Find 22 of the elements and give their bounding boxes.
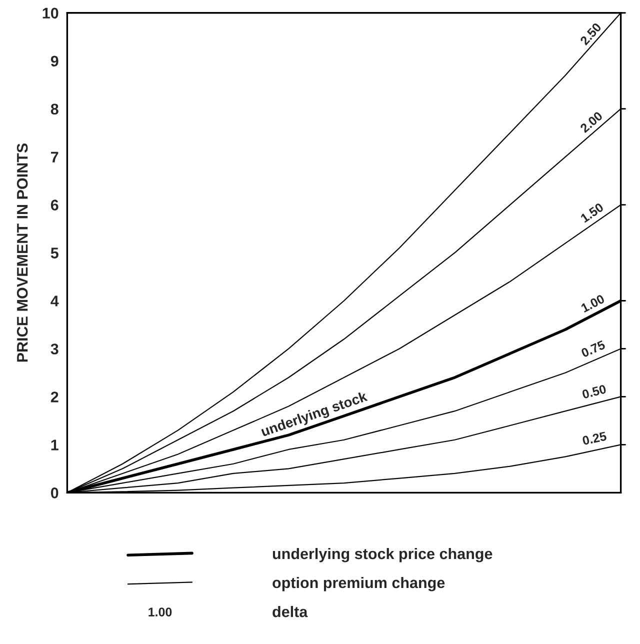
legend-label: 1.50 [580, 202, 604, 223]
y-tick-label: 10 [42, 8, 58, 19]
y-tick-label: 6 [50, 200, 58, 210]
legend-label: 1.00 [580, 294, 606, 313]
text: underlying stock price change [272, 548, 492, 562]
legend-label: 0.75 [580, 340, 606, 358]
y-tick-label: 2 [50, 392, 58, 402]
y-tick-label: 1 [51, 440, 58, 450]
text: 2.00 [580, 111, 604, 134]
text: 1.00 [148, 608, 172, 616]
y-tick-label: 8 [50, 104, 58, 115]
y-tick-label: 0 [50, 488, 58, 498]
y-tick-label: 5 [50, 248, 58, 258]
y-tick-label: 7 [51, 152, 58, 162]
legend-label: 0.25 [582, 432, 607, 446]
y-tick-label: 9 [50, 56, 58, 67]
legend-label: 0.50 [582, 384, 607, 399]
y-tick-label: 3 [50, 344, 58, 354]
text: option premium change [272, 576, 445, 592]
y-axis-title: PRICE MOVEMENT IN POINTS [16, 143, 28, 362]
y-tick-label: 4 [50, 296, 59, 306]
text: delta [272, 606, 308, 618]
